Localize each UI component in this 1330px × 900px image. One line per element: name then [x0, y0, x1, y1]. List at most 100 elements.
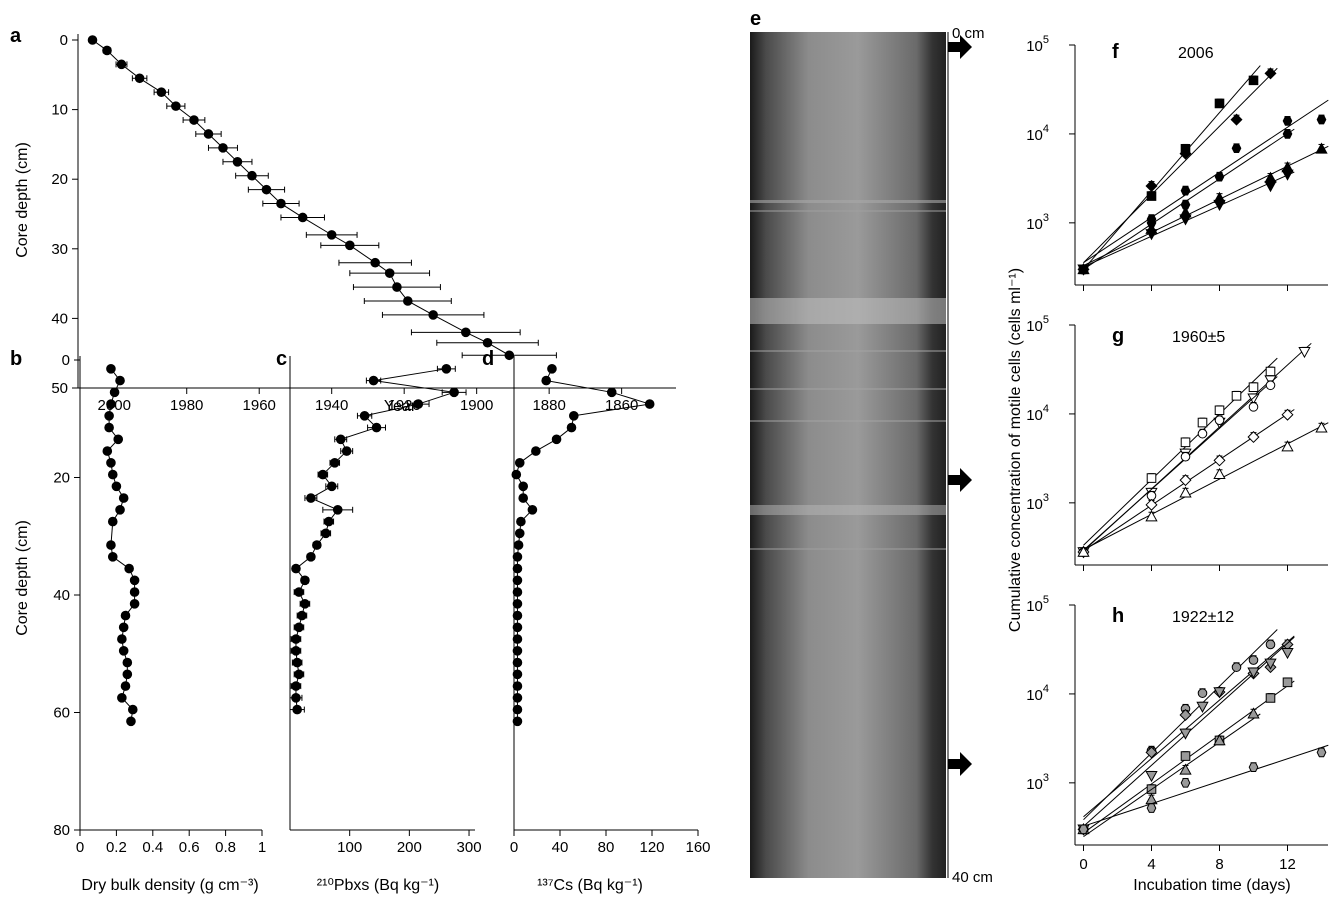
- panel-a-point: [345, 240, 355, 251]
- panel-d-point: [512, 634, 523, 644]
- panel-h-point: [1146, 803, 1157, 813]
- panel-h-point: [1281, 648, 1294, 660]
- panel-c-point: [294, 622, 304, 633]
- panel-g-title: 1960±5: [1172, 329, 1225, 346]
- panel-a-point: [384, 268, 395, 278]
- panel-b-xtick-label: 0.8: [215, 839, 236, 856]
- panel-h-fit-line: [1083, 635, 1295, 818]
- panel-b-point: [129, 575, 140, 586]
- panel-g-point: [1197, 417, 1208, 428]
- panel-a-point: [460, 327, 471, 338]
- panel-h-point: [1180, 751, 1191, 761]
- panel-c-point: [326, 481, 337, 492]
- panel-f-point: [1230, 113, 1243, 126]
- panel-c-point: [335, 434, 346, 445]
- panel-h-xtick-label: 4: [1147, 856, 1155, 873]
- panel-d-point: [512, 669, 523, 680]
- panel-g-point: [1214, 405, 1225, 416]
- panel-g-point: [1247, 393, 1260, 405]
- panel-b-point: [118, 646, 129, 656]
- panel-g-point: [1231, 390, 1242, 401]
- panel-a-point: [482, 337, 493, 348]
- panel-g-point: [1298, 346, 1311, 359]
- panel-b-xtick-label: 0.4: [142, 839, 163, 856]
- panel-c-point: [291, 646, 301, 656]
- panel-letter-g: g: [1112, 325, 1124, 347]
- panel-g-point: [1077, 545, 1090, 557]
- panel-c-point: [300, 599, 310, 609]
- panel-f-point: [1231, 143, 1242, 154]
- panel-f-point: [1282, 129, 1293, 139]
- panel-d-point: [512, 552, 523, 562]
- panel-g-point: [1180, 451, 1191, 462]
- panel-f-point: [1264, 181, 1277, 193]
- panel-b-xtick-label: 1: [258, 839, 266, 856]
- panel-h-ytick-label: 103: [1026, 772, 1049, 793]
- panel-g-point: [1213, 454, 1226, 467]
- panel-a-xtick-label: 1900: [460, 397, 493, 414]
- panel-a-ytick-label: 40: [51, 310, 68, 327]
- panel-f-point: [1282, 116, 1293, 126]
- panel-a-point: [428, 310, 438, 320]
- panel-h-point: [1248, 655, 1259, 665]
- panel-a-point: [87, 35, 98, 45]
- panel-g-point: [1213, 467, 1226, 479]
- panel-a-point: [232, 157, 243, 167]
- core-arrow-icon: [948, 752, 972, 776]
- panel-letter-h: h: [1112, 605, 1124, 627]
- panel-a-ylabel: Core depth (cm): [14, 142, 31, 258]
- panel-b-point: [107, 469, 118, 480]
- panel-letter-e: e: [750, 8, 761, 30]
- panel-h-point: [1248, 762, 1259, 772]
- panel-a-point: [326, 230, 337, 240]
- panel-g-ytick-exp: 4: [1043, 403, 1049, 415]
- panel-c-point: [291, 693, 301, 703]
- panel-b-point: [106, 364, 116, 374]
- panel-h-xtick-label: 8: [1215, 856, 1223, 873]
- panel-letter-a: a: [10, 25, 22, 47]
- panel-g-point: [1248, 402, 1259, 412]
- panel-f-point: [1145, 179, 1158, 192]
- panel-f-point: [1179, 214, 1192, 226]
- panel-b-xlabel: Dry bulk density (g cm⁻³): [81, 877, 258, 894]
- panel-h-point: [1179, 763, 1192, 775]
- panel-b-xtick-label: 0: [76, 839, 84, 856]
- panel-g-point: [1146, 473, 1157, 483]
- panel-b-point: [106, 399, 116, 409]
- panel-a-ytick-label: 10: [51, 102, 68, 119]
- panel-b-point: [120, 681, 131, 691]
- panel-a-ytick-label: 0: [60, 32, 68, 49]
- panel-c-point: [449, 387, 459, 398]
- panel-d-xtick-label: 0: [510, 839, 518, 856]
- panel-d-point: [527, 505, 538, 515]
- panel-b-xtick-label: 0.2: [106, 839, 127, 856]
- panel-h-ytick-exp: 4: [1043, 683, 1049, 695]
- panel-d-point: [551, 434, 562, 445]
- panel-a-point: [297, 212, 308, 223]
- panel-c-point: [306, 493, 316, 503]
- panel-f-point: [1316, 114, 1327, 125]
- panel-f-point: [1179, 147, 1192, 160]
- panel-a-ytick-label: 30: [51, 241, 68, 258]
- panel-h-ytick-exp: 3: [1043, 772, 1049, 784]
- panel-d-point: [512, 716, 523, 727]
- panel-d-point: [512, 610, 523, 621]
- panel-g-point: [1265, 366, 1276, 377]
- panel-a-point: [171, 101, 181, 111]
- panel-c-point: [292, 657, 302, 668]
- panel-a-xtick-label: 1920: [387, 397, 420, 414]
- panel-fgh-ylabel: Cumulative concentration of motile cells…: [1007, 268, 1024, 632]
- panel-f-ytick-label: 103: [1026, 212, 1049, 233]
- panel-b-point: [124, 563, 134, 574]
- panel-c-point: [312, 540, 322, 550]
- panel-f-fit-line: [1083, 99, 1329, 264]
- panel-b-ytick-label: 60: [53, 705, 70, 722]
- panel-c-point: [371, 422, 382, 433]
- panel-a-point: [116, 59, 127, 70]
- panel-f-point: [1180, 199, 1191, 210]
- panel-f-point: [1214, 171, 1225, 182]
- panel-a-point: [261, 184, 272, 195]
- panel-a-point: [370, 257, 380, 268]
- panel-a-point: [403, 296, 413, 306]
- panel-h-ytick-exp: 5: [1043, 594, 1049, 606]
